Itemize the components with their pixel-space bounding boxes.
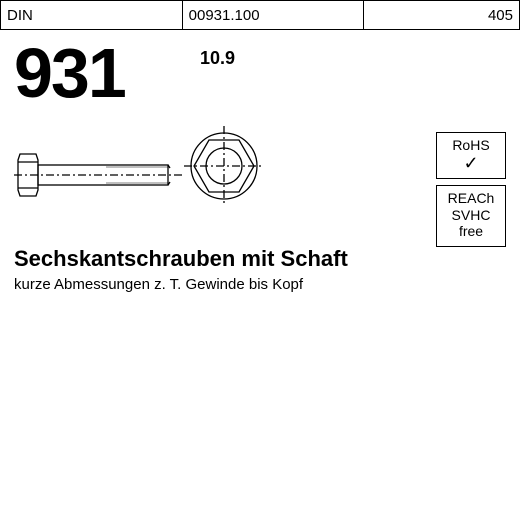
rohs-badge: RoHS ✓	[436, 132, 506, 179]
bolt-front-view-icon	[184, 126, 264, 206]
reach-line3: free	[441, 223, 501, 240]
rohs-label: RoHS	[441, 137, 501, 154]
din-number: 931	[14, 38, 506, 108]
bolt-side-view-icon	[14, 140, 184, 210]
reach-line2: SVHC	[441, 207, 501, 224]
technical-drawings	[14, 118, 506, 228]
product-title: Sechskantschrauben mit Schaft	[14, 246, 506, 272]
header-partno: 00931.100	[182, 1, 364, 30]
reach-line1: REACh	[441, 190, 501, 207]
strength-grade: 10.9	[200, 48, 235, 69]
header-code: 405	[364, 1, 520, 30]
header-table: DIN 00931.100 405	[0, 0, 520, 30]
certification-badges: RoHS ✓ REACh SVHC free	[436, 132, 506, 253]
product-subtitle: kurze Abmessungen z. T. Gewinde bis Kopf	[14, 276, 506, 293]
reach-badge: REACh SVHC free	[436, 185, 506, 247]
header-standard: DIN	[1, 1, 183, 30]
check-icon: ✓	[441, 154, 501, 172]
